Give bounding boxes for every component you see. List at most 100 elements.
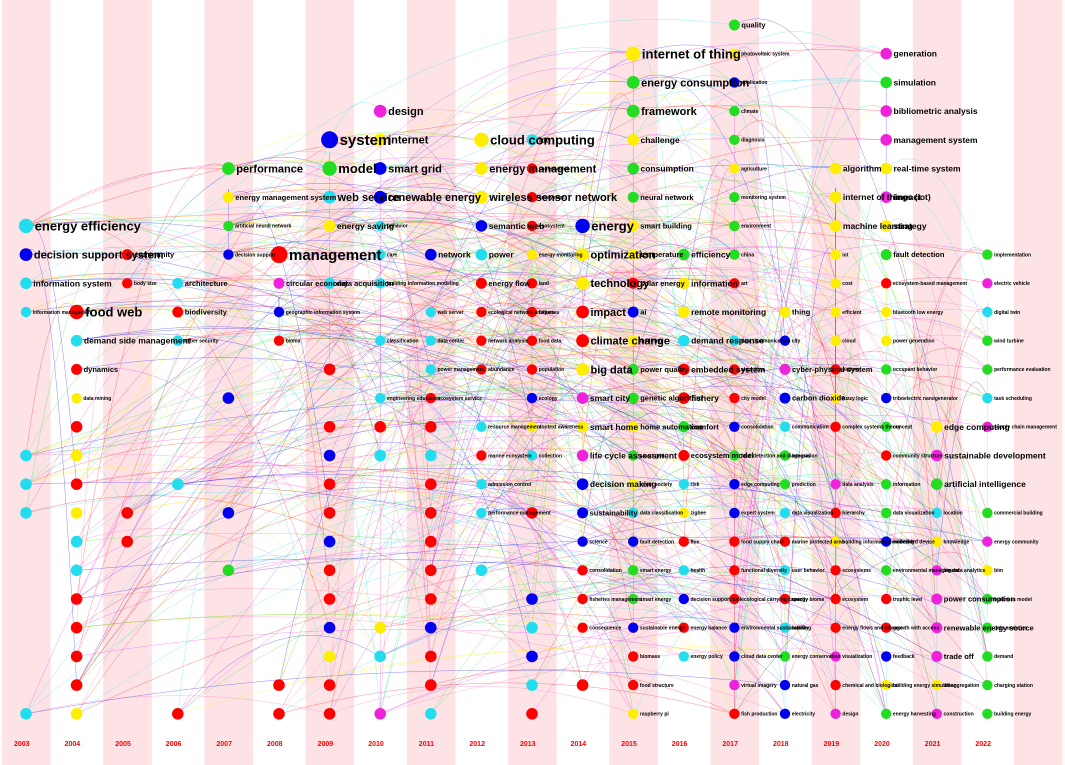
co-occurrence-link — [430, 345, 836, 399]
node-complex-systems-theory — [830, 421, 841, 432]
co-occurrence-link — [76, 477, 684, 628]
node-food-structure — [628, 679, 639, 691]
co-occurrence-link — [734, 18, 988, 657]
co-occurrence-link — [76, 366, 330, 657]
co-occurrence-link — [380, 394, 836, 571]
keyword-label: data analysis — [842, 482, 874, 488]
co-occurrence-link — [632, 279, 836, 427]
keyword-label: city — [792, 338, 801, 344]
node-cyber-physical-system — [779, 363, 791, 375]
keyword-label: system — [340, 132, 392, 149]
co-occurrence-link — [76, 278, 735, 686]
year-label: 2014 — [571, 741, 587, 748]
node-natural-gas — [779, 679, 791, 691]
co-occurrence-link — [481, 298, 634, 427]
year-label: 2008 — [267, 741, 283, 748]
co-occurrence-link — [228, 200, 583, 313]
co-occurrence-link — [481, 508, 684, 600]
keyword-label: chemical and biological — [842, 683, 899, 689]
node-fault-detection-and-diagnosis — [729, 450, 740, 461]
keyword-label: information — [893, 482, 921, 488]
node-information — [678, 277, 690, 290]
keyword-label: decision support — [235, 252, 276, 258]
node-unlabeled — [70, 564, 83, 577]
keyword-label: artificial neural network — [235, 224, 291, 230]
co-occurrence-link — [76, 224, 634, 686]
keyword-label: neural network — [640, 193, 694, 202]
co-occurrence-link — [228, 552, 836, 657]
co-occurrence-link — [481, 192, 735, 686]
co-occurrence-link — [380, 390, 533, 657]
keyword-label: environmental sustainability — [741, 625, 809, 631]
co-occurrence-link — [127, 19, 735, 284]
co-occurrence-link — [76, 79, 634, 485]
keyword-label: user behavior — [792, 568, 825, 574]
node-unlabeled — [425, 593, 437, 605]
node-behavior — [375, 220, 386, 232]
co-occurrence-link — [25, 481, 634, 714]
co-occurrence-link — [380, 108, 887, 427]
co-occurrence-link — [379, 333, 432, 628]
node-cloud-computing — [474, 132, 489, 147]
co-occurrence-link — [177, 645, 836, 715]
co-occurrence-link — [329, 135, 482, 313]
co-occurrence-link — [76, 469, 482, 714]
keyword-label: smart home — [590, 422, 638, 432]
keyword-label: design — [388, 106, 424, 118]
co-occurrence-link — [228, 187, 533, 628]
keyword-label: smart grid — [640, 453, 664, 459]
keyword-label: energy policy — [691, 654, 723, 660]
co-occurrence-link — [25, 492, 735, 628]
year-stripe — [406, 0, 456, 765]
co-occurrence-link — [76, 138, 887, 686]
co-occurrence-link — [25, 219, 330, 628]
co-occurrence-link — [734, 477, 937, 571]
co-occurrence-link — [531, 363, 583, 628]
keyword-label: fisheries — [539, 310, 560, 316]
keyword-label: biomass — [640, 654, 661, 660]
node-china — [729, 249, 740, 260]
co-occurrence-link — [481, 400, 735, 456]
node-data-analysis — [830, 479, 841, 490]
co-occurrence-link — [430, 367, 634, 686]
co-occurrence-link — [531, 330, 786, 399]
keyword-label: remote monitoring — [691, 307, 766, 317]
keyword-label: pattern — [842, 367, 859, 373]
co-occurrence-link — [380, 252, 432, 686]
node-data-mining — [71, 392, 82, 404]
keyword-label: food web — [85, 305, 142, 320]
co-occurrence-link — [582, 299, 887, 514]
node-unlabeled — [70, 621, 83, 634]
keyword-label: management — [289, 247, 382, 264]
co-occurrence-link — [430, 476, 786, 628]
node-disaggregation — [931, 679, 942, 691]
co-occurrence-link — [76, 461, 330, 571]
co-occurrence-link — [835, 606, 887, 714]
keyword-label: building — [792, 625, 811, 631]
node-energy-community — [982, 536, 993, 547]
node-unlabeled — [323, 363, 336, 376]
co-occurrence-link — [430, 561, 786, 686]
co-occurrence-link — [25, 495, 533, 657]
co-occurrence-link — [734, 134, 786, 628]
keyword-label: integration — [792, 453, 818, 459]
keyword-label: fault detection and diagnosis — [741, 453, 810, 459]
node-location — [931, 507, 942, 519]
node-fisheries-management — [577, 593, 588, 605]
co-occurrence-link — [380, 233, 988, 370]
keyword-label: generation — [894, 49, 937, 59]
co-occurrence-link — [734, 167, 938, 657]
co-occurrence-link — [734, 192, 836, 657]
co-occurrence-link — [76, 536, 937, 600]
node-agriculture — [729, 163, 740, 174]
node-embedded-device — [881, 536, 892, 547]
co-occurrence-link — [633, 134, 887, 714]
keyword-label: risk — [691, 482, 700, 488]
co-occurrence-link — [784, 359, 887, 513]
keyword-label: power — [489, 250, 515, 260]
keyword-label: power generation — [893, 338, 935, 344]
co-occurrence-link — [632, 209, 685, 370]
co-occurrence-link — [329, 565, 583, 600]
co-occurrence-link — [329, 79, 887, 227]
co-occurrence-link — [228, 540, 735, 600]
